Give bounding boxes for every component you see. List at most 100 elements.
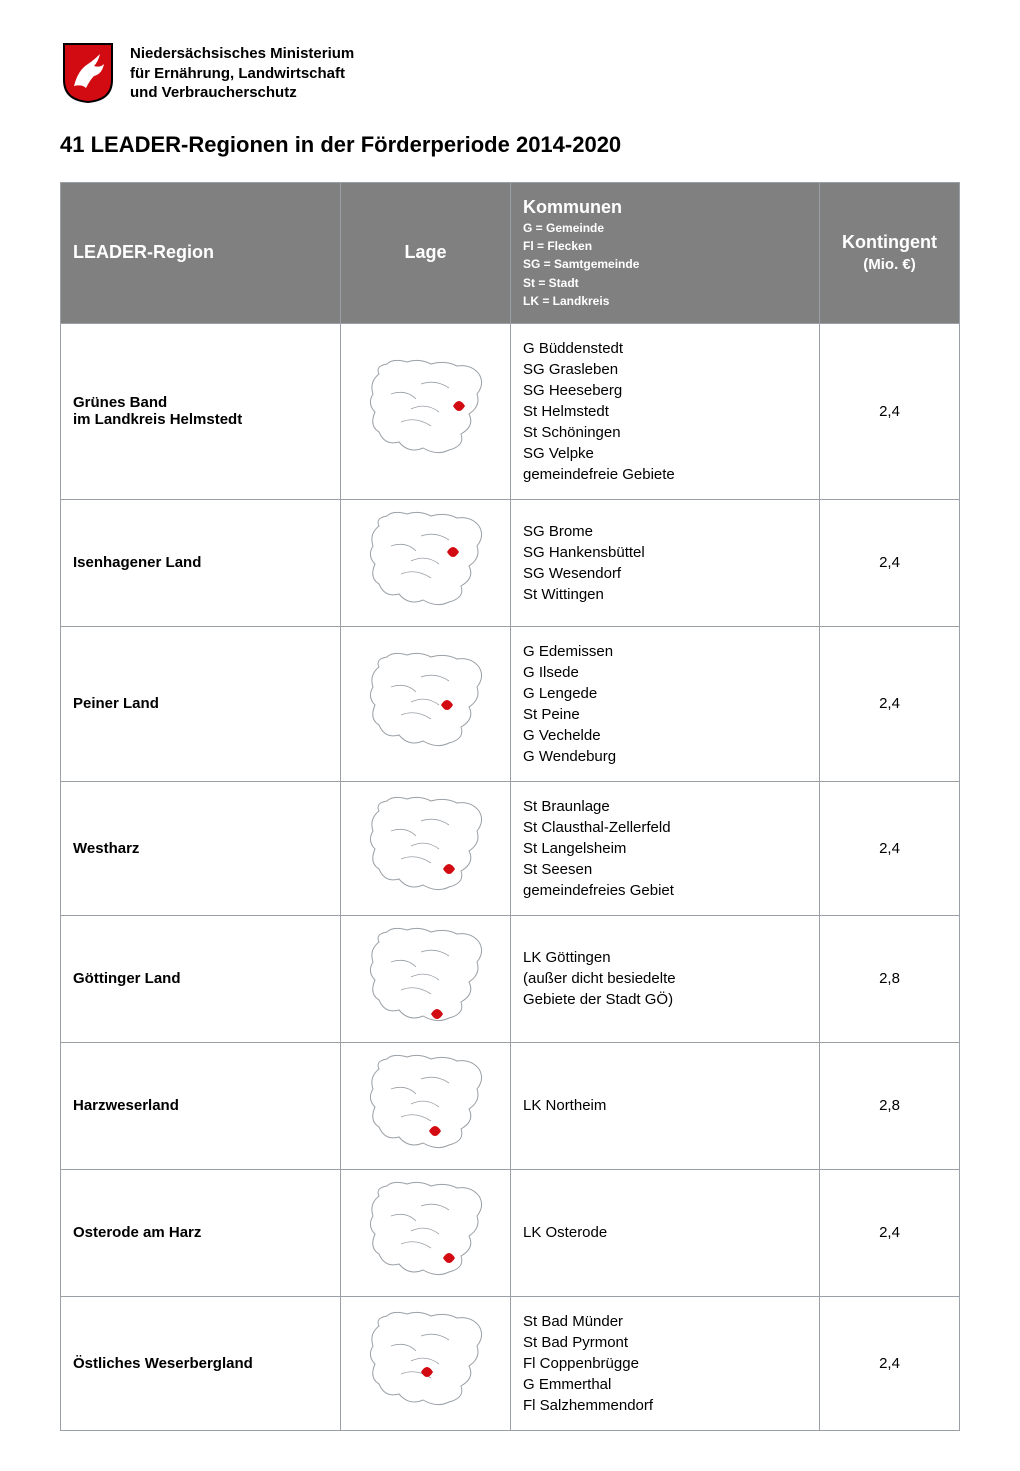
ministry-line: für Ernährung, Landwirtschaft [130, 65, 345, 82]
map-cell [341, 1169, 511, 1296]
kommune-item: gemeindefreies Gebiet [523, 882, 674, 899]
map-cell [341, 626, 511, 781]
kommune-item: G Lengede [523, 685, 597, 702]
kommune-item: St Langelsheim [523, 840, 626, 857]
kommunen-cell: LK Osterode [511, 1169, 820, 1296]
table-row: Göttinger Land LK Göttingen (außer dicht b… [61, 915, 960, 1042]
region-name-line: Isenhagener Land [73, 554, 201, 571]
kommune-item: (außer dicht besiedelte [523, 970, 676, 987]
kommune-item: St Peine [523, 706, 580, 723]
ministry-line: Niedersächsisches Ministerium [130, 45, 354, 62]
kommunen-cell: St Bad Münder St Bad Pyrmont Fl Coppenbrüg… [511, 1296, 820, 1430]
kommune-item: G Vechelde [523, 727, 601, 744]
map-cell [341, 499, 511, 626]
kommunen-cell: G Büddenstedt SG Grasleben SG Heeseberg St … [511, 323, 820, 499]
table-row: Osterode am Harz LK Osterode 2,4 [61, 1169, 960, 1296]
region-name-line: im Landkreis Helmstedt [73, 411, 242, 428]
kommune-item: G Ilsede [523, 664, 579, 681]
col-header-sublabel: LK = Landkreis [523, 293, 807, 309]
kommune-item: St Bad Münder [523, 1313, 623, 1330]
kommune-item: G Wendeburg [523, 748, 616, 765]
region-name-cell: Grünes Bandim Landkreis Helmstedt [61, 323, 341, 499]
kommunen-cell: SG Brome SG Hankensbüttel SG Wesendorf St W… [511, 499, 820, 626]
region-map-icon [361, 791, 491, 901]
kommune-item: St Clausthal-Zellerfeld [523, 819, 671, 836]
kommune-item: SG Velpke [523, 445, 594, 462]
kommune-item: SG Heeseberg [523, 382, 622, 399]
col-header-sublabel: SG = Samtgemeinde [523, 256, 807, 272]
region-map-icon [361, 1176, 491, 1286]
region-name-cell: Osterode am Harz [61, 1169, 341, 1296]
table-row: Grünes Bandim Landkreis Helmstedt G Büdde… [61, 323, 960, 499]
kommune-item: St Helmstedt [523, 403, 609, 420]
kontingent-cell: 2,4 [820, 499, 960, 626]
kommune-item: SG Hankensbüttel [523, 544, 645, 561]
kommunen-cell: LK Göttingen (außer dicht besiedelte Gebie… [511, 915, 820, 1042]
kommune-item: SG Grasleben [523, 361, 618, 378]
map-cell [341, 915, 511, 1042]
region-map-icon [361, 354, 491, 464]
kommune-item: SG Wesendorf [523, 565, 621, 582]
region-name-line: Peiner Land [73, 695, 159, 712]
col-header-label: Kommunen [523, 197, 622, 217]
kontingent-cell: 2,4 [820, 626, 960, 781]
col-header-kontingent: Kontingent (Mio. €) [820, 183, 960, 324]
table-header-row: LEADER-Region Lage Kommunen G = Gemeinde… [61, 183, 960, 324]
region-name-cell: Göttinger Land [61, 915, 341, 1042]
kommune-item: gemeindefreie Gebiete [523, 466, 675, 483]
map-cell [341, 1296, 511, 1430]
kontingent-cell: 2,4 [820, 1169, 960, 1296]
kommunen-cell: LK Northeim [511, 1042, 820, 1169]
region-name-line: Westharz [73, 840, 139, 857]
table-row: Peiner Land G Edemissen G Ilsede G Lengede S… [61, 626, 960, 781]
kommune-item: G Büddenstedt [523, 340, 623, 357]
page-header: Niedersächsisches Ministerium für Ernähr… [60, 40, 960, 104]
kommune-item: LK Göttingen [523, 949, 611, 966]
region-map-icon [361, 506, 491, 616]
kontingent-cell: 2,8 [820, 1042, 960, 1169]
region-name-cell: Isenhagener Land [61, 499, 341, 626]
kontingent-cell: 2,8 [820, 915, 960, 1042]
col-header-sublabel: (Mio. €) [863, 256, 916, 273]
kommunen-cell: St Braunlage St Clausthal-Zellerfeld St La… [511, 781, 820, 915]
col-header-label: LEADER-Region [73, 242, 214, 262]
kommune-item: G Edemissen [523, 643, 613, 660]
page-title: 41 LEADER-Regionen in der Förderperiode … [60, 132, 960, 158]
col-header-region: LEADER-Region [61, 183, 341, 324]
kontingent-cell: 2,4 [820, 323, 960, 499]
regions-table: LEADER-Region Lage Kommunen G = Gemeinde… [60, 182, 960, 1431]
page: Niedersächsisches Ministerium für Ernähr… [0, 0, 1020, 1471]
region-map-icon [361, 922, 491, 1032]
region-name-line: Harzweserland [73, 1097, 179, 1114]
col-header-sublabel: St = Stadt [523, 275, 807, 291]
map-cell [341, 323, 511, 499]
table-row: Isenhagener Land SG Brome SG Hankensbüttel… [61, 499, 960, 626]
region-name-cell: Peiner Land [61, 626, 341, 781]
state-crest-icon [60, 40, 116, 104]
map-cell [341, 1042, 511, 1169]
table-row: Harzweserland LK Northeim 2,8 [61, 1042, 960, 1169]
kommune-item: G Emmerthal [523, 1376, 611, 1393]
col-header-kommunen: Kommunen G = Gemeinde Fl = Flecken SG = … [511, 183, 820, 324]
kommune-item: Fl Coppenbrügge [523, 1355, 639, 1372]
map-cell [341, 781, 511, 915]
col-header-lage: Lage [341, 183, 511, 324]
region-map-icon [361, 1306, 491, 1416]
region-map-icon [361, 1049, 491, 1159]
region-map-icon [361, 647, 491, 757]
kommune-item: St Bad Pyrmont [523, 1334, 628, 1351]
kommune-item: St Wittingen [523, 586, 604, 603]
kommune-item: SG Brome [523, 523, 593, 540]
kommune-item: Gebiete der Stadt GÖ) [523, 991, 673, 1008]
region-name-line: Osterode am Harz [73, 1224, 201, 1241]
ministry-line: und Verbraucherschutz [130, 84, 297, 101]
kommune-item: LK Osterode [523, 1224, 607, 1241]
kommune-item: St Braunlage [523, 798, 610, 815]
col-header-label: Lage [404, 242, 446, 262]
kontingent-cell: 2,4 [820, 1296, 960, 1430]
kommune-item: LK Northeim [523, 1097, 606, 1114]
region-name-line: Grünes Band [73, 394, 167, 411]
kommune-item: St Schöningen [523, 424, 621, 441]
col-header-label: Kontingent [842, 232, 937, 252]
table-row: Östliches WeserberglandSt Bad MünderSt B… [61, 1296, 960, 1430]
